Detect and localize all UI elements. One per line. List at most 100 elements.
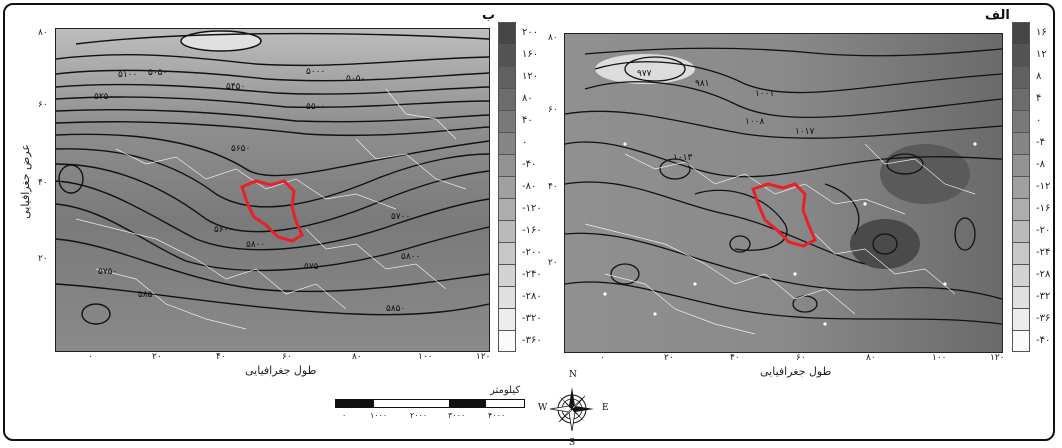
map-right-svg: ۹۷۷ ۹۸۱ ۱۰۰۱ ۱۰۰۸ ۱۰۱۷ ۱۰۱۳	[565, 34, 1002, 352]
colorbar-cell	[498, 330, 516, 352]
contours-left	[56, 32, 489, 325]
x-tick-left: ۸۰	[352, 352, 362, 362]
colorbar-label: -۲۰	[1036, 225, 1051, 236]
x-tick-left: ۲۰	[152, 352, 162, 362]
colorbar-cell	[498, 220, 516, 242]
scale-tick: ۲۰۰۰	[410, 411, 428, 420]
contour-label: ۵۰۵۰	[148, 68, 167, 78]
contour-label: ۵۷۰۰	[391, 212, 410, 222]
colorbar-cell	[498, 286, 516, 308]
y-tick-left: ۶۰	[38, 100, 48, 110]
colorbar-cell	[498, 132, 516, 154]
colorbar-cell	[498, 88, 516, 110]
x-tick-right: ۱۲۰	[990, 353, 1005, 363]
panel-label-right: الف	[985, 8, 1010, 23]
colorbar-label: ۲۰۰	[522, 27, 539, 38]
map-left: ۵۱۰۰ ۵۰۵۰ ۵۰۰۰ ۵۰۵۰ ۵۲۵۰ ۵۴۵۰ ۵۵۰۰ ۵۶۵۰ …	[55, 28, 490, 352]
contour-label: ۵۰۵۰	[346, 74, 365, 84]
compass-south: S	[569, 438, 576, 448]
colorbar-right: ۱۶ ۱۲ ۸ ۴ ۰ -۴ -۸ -۱۲ -۱۶ -۲۰ -۲۴ -۲۸ -۳۲ -۳۶ -۴۰	[1012, 22, 1062, 352]
borders-right	[584, 143, 976, 335]
colorbar-label: -۲۴	[1036, 247, 1051, 258]
colorbar-cell	[498, 110, 516, 132]
colorbar-label: ۱۶	[1036, 27, 1047, 38]
contour-label: ۵۸۵۰	[138, 290, 157, 300]
contour-labels-left: ۵۱۰۰ ۵۰۵۰ ۵۰۰۰ ۵۰۵۰ ۵۲۵۰ ۵۴۵۰ ۵۵۰۰ ۵۶۵۰ …	[94, 67, 420, 314]
colorbar-cell	[1012, 242, 1030, 264]
scale-segment	[411, 400, 449, 407]
compass-north: N	[569, 370, 577, 380]
colorbar-cell	[1012, 22, 1030, 44]
colorbar-label: -۳۲۰	[522, 313, 542, 324]
map-left-svg: ۵۱۰۰ ۵۰۵۰ ۵۰۰۰ ۵۰۵۰ ۵۲۵۰ ۵۴۵۰ ۵۵۰۰ ۵۶۵۰ …	[56, 29, 489, 351]
x-tick-left: ۶۰	[282, 352, 292, 362]
scale-segment	[336, 400, 374, 407]
colorbar-cell	[498, 154, 516, 176]
scale-segment	[448, 400, 487, 407]
contour-label: ۵۴۵۰	[226, 82, 245, 92]
scale-segment	[373, 400, 412, 407]
x-axis-title-left: طول جغرافیایی	[245, 364, 317, 377]
colorbar-label: -۱۲	[1036, 181, 1051, 192]
colorbar-cell	[1012, 132, 1030, 154]
colorbar-label: -۳۲	[1036, 291, 1051, 302]
contour-label: ۵۷۵۰	[304, 262, 323, 272]
colorbar-cell	[498, 66, 516, 88]
contour-label: ۱۰۱۷	[795, 127, 815, 137]
y-tick-left: ۴۰	[38, 178, 48, 188]
contour-label: ۱۰۰۸	[745, 117, 765, 127]
colorbar-label: ۰	[1036, 115, 1042, 126]
colorbar-label: -۲۸	[1036, 269, 1051, 280]
panel-label-left: ب	[482, 8, 496, 23]
colorbar-label: -۲۸۰	[522, 291, 542, 302]
colorbar-cell	[1012, 110, 1030, 132]
x-tick-right: ۶۰	[796, 353, 806, 363]
y-tick-left: ۲۰	[38, 254, 48, 264]
x-tick-left: ۱۲۰	[476, 352, 491, 362]
contour-label: ۱۰۱۳	[673, 153, 693, 163]
colorbar-label: ۱۲	[1036, 49, 1047, 60]
colorbar-left: ۲۰۰ ۱۶۰ ۱۲۰ ۸۰ ۴۰ ۰ -۴۰ -۸۰ -۱۲۰ -۱۶۰ -۲۰۰ -۲۴۰ -۲۸۰…	[498, 22, 558, 352]
scale-tick: ۰	[342, 411, 347, 420]
colorbar-cell	[1012, 330, 1030, 352]
colorbar-label: ۴	[1036, 93, 1042, 104]
colorbar-label: -۸۰	[522, 181, 537, 192]
contour-label: ۵۶۰۰	[214, 225, 233, 235]
contour-label: ۱۰۰۱	[755, 89, 774, 99]
contour-label: ۵۷۵۰	[98, 267, 117, 277]
x-axis-title-right: طول جغرافیایی	[760, 365, 832, 378]
y-tick-right: ۴۰	[548, 182, 558, 192]
colorbar-cell	[1012, 286, 1030, 308]
colorbar-cell	[498, 176, 516, 198]
colorbar-cell	[498, 198, 516, 220]
colorbar-label: -۱۶۰	[522, 225, 542, 236]
contour-label: ۹۸۱	[695, 79, 710, 89]
colorbar-cell	[1012, 66, 1030, 88]
colorbar-label: ۱۶۰	[522, 49, 539, 60]
scale-bar	[335, 399, 525, 408]
compass-rose-icon: N S W E	[538, 370, 609, 448]
colorbar-label: -۸	[1036, 159, 1045, 170]
contour-label: ۵۰۰۰	[306, 67, 325, 77]
x-tick-right: ۲۰	[664, 353, 674, 363]
contour-label: ۵۶۵۰	[231, 144, 250, 154]
y-tick-right: ۲۰	[548, 258, 558, 268]
x-tick-left: ۰	[88, 352, 93, 362]
station-dots-right	[603, 142, 977, 326]
map-right: ۹۷۷ ۹۸۱ ۱۰۰۱ ۱۰۰۸ ۱۰۱۷ ۱۰۱۳	[564, 33, 1003, 353]
x-tick-right: ۴۰	[730, 353, 740, 363]
colorbar-cell	[498, 264, 516, 286]
colorbar-cell	[498, 22, 516, 44]
colorbar-label: -۱۲۰	[522, 203, 542, 214]
y-tick-right: ۶۰	[548, 105, 558, 115]
x-tick-right: ۰	[600, 353, 605, 363]
y-tick-right: ۸۰	[548, 33, 558, 43]
y-tick-left: ۸۰	[38, 28, 48, 38]
colorbar-label: -۴۰	[522, 159, 537, 170]
contour-label: ۵۸۵۰	[386, 304, 405, 314]
colorbar-label: ۸۰	[522, 93, 533, 104]
scale-tick: ۴۰۰۰	[488, 411, 506, 420]
colorbar-cell	[1012, 88, 1030, 110]
colorbar-label: -۲۰۰	[522, 247, 542, 258]
colorbar-label: -۴۰	[1036, 335, 1051, 346]
